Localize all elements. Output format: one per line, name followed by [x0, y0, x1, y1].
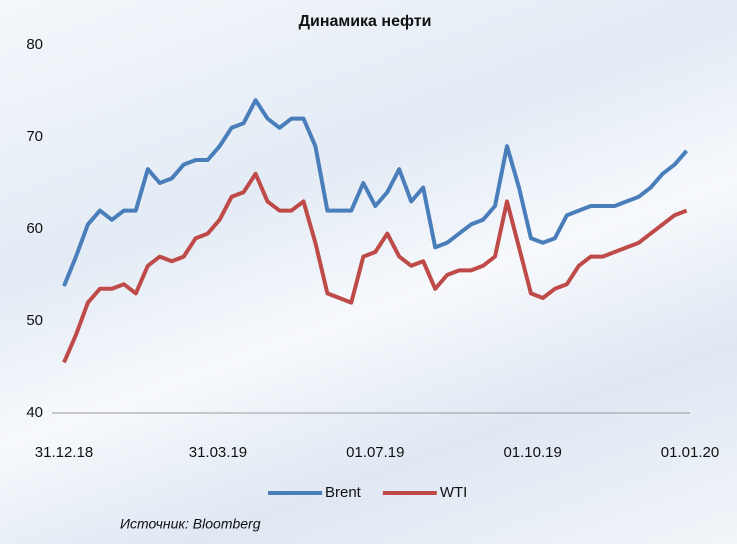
y-tick-label: 60 — [26, 220, 43, 237]
y-tick-label: 50 — [26, 312, 43, 329]
source: Источник: Bloomberg — [120, 516, 261, 532]
legend-label: WTI — [440, 484, 468, 501]
line-series — [62, 171, 688, 364]
y-tick-label: 80 — [26, 36, 43, 53]
x-tick-label: 01.01.20 — [661, 444, 719, 461]
y-tick-label: 70 — [26, 128, 43, 145]
legend-label: Brent — [325, 484, 362, 501]
line-series — [62, 98, 689, 287]
x-tick-label: 01.10.19 — [503, 444, 561, 461]
x-tick-label: 01.07.19 — [346, 444, 404, 461]
x-tick-label: 31.12.18 — [35, 444, 93, 461]
y-tick-label: 40 — [26, 404, 43, 421]
chart-title: Динамика нефти — [299, 13, 432, 30]
x-tick-label: 31.03.19 — [189, 444, 247, 461]
